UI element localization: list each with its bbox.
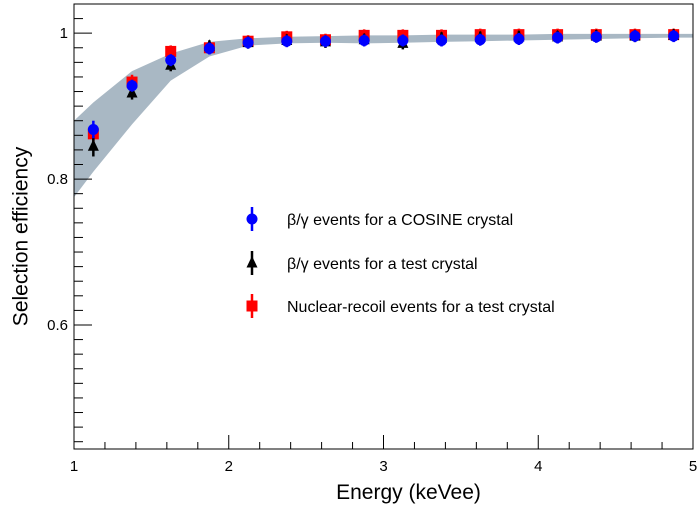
x-axis-title: Energy (keVee)	[336, 481, 481, 504]
data-point	[203, 43, 215, 54]
y-tick-label: 0.6	[47, 317, 68, 334]
data-point	[165, 45, 177, 57]
data-point	[590, 31, 602, 43]
series-cosine-beta-gamma	[87, 30, 680, 139]
data-point	[165, 54, 177, 66]
legend-marker	[246, 300, 258, 312]
legend-entry-cosine-beta-gamma: β/γ events for a COSINE crystal	[246, 207, 513, 231]
legend-label: β/γ events for a test crystal	[287, 256, 478, 273]
x-tick-label: 4	[534, 458, 542, 475]
y-axis: 0.6 0.8 1	[47, 3, 92, 443]
legend: β/γ events for a COSINE crystal β/γ event…	[246, 207, 555, 318]
data-point	[668, 30, 680, 42]
legend-label: Nuclear-recoil events for a test crystal	[287, 299, 555, 316]
x-tick-label: 3	[379, 458, 387, 475]
y-tick-label: 1	[60, 25, 68, 42]
data-point	[126, 80, 138, 92]
data-point	[397, 34, 409, 46]
data-point	[319, 35, 331, 47]
x-tick-label: 2	[225, 458, 233, 475]
data-point	[281, 35, 293, 47]
data-point	[87, 139, 99, 151]
legend-entry-test-nuclear-recoil: Nuclear-recoil events for a test crystal	[246, 294, 555, 318]
data-point	[87, 123, 99, 135]
data-point	[242, 37, 254, 49]
y-axis-title: Selection efficiency	[10, 146, 33, 326]
x-axis: 1 2 3 4 5	[70, 435, 697, 475]
data-point	[552, 32, 564, 44]
data-point	[126, 86, 138, 98]
data-point	[513, 33, 525, 45]
x-tick-label: 5	[689, 458, 697, 475]
data-point	[358, 34, 370, 46]
legend-label: β/γ events for a COSINE crystal	[287, 212, 513, 229]
legend-marker	[246, 256, 258, 268]
legend-entry-test-beta-gamma: β/γ events for a test crystal	[246, 251, 478, 275]
y-tick-label: 0.8	[47, 171, 68, 188]
data-point	[629, 30, 641, 42]
legend-marker	[246, 213, 258, 225]
data-point	[436, 34, 448, 46]
data-point	[474, 34, 486, 46]
series-layer	[87, 28, 680, 157]
x-tick-label: 1	[70, 458, 78, 475]
